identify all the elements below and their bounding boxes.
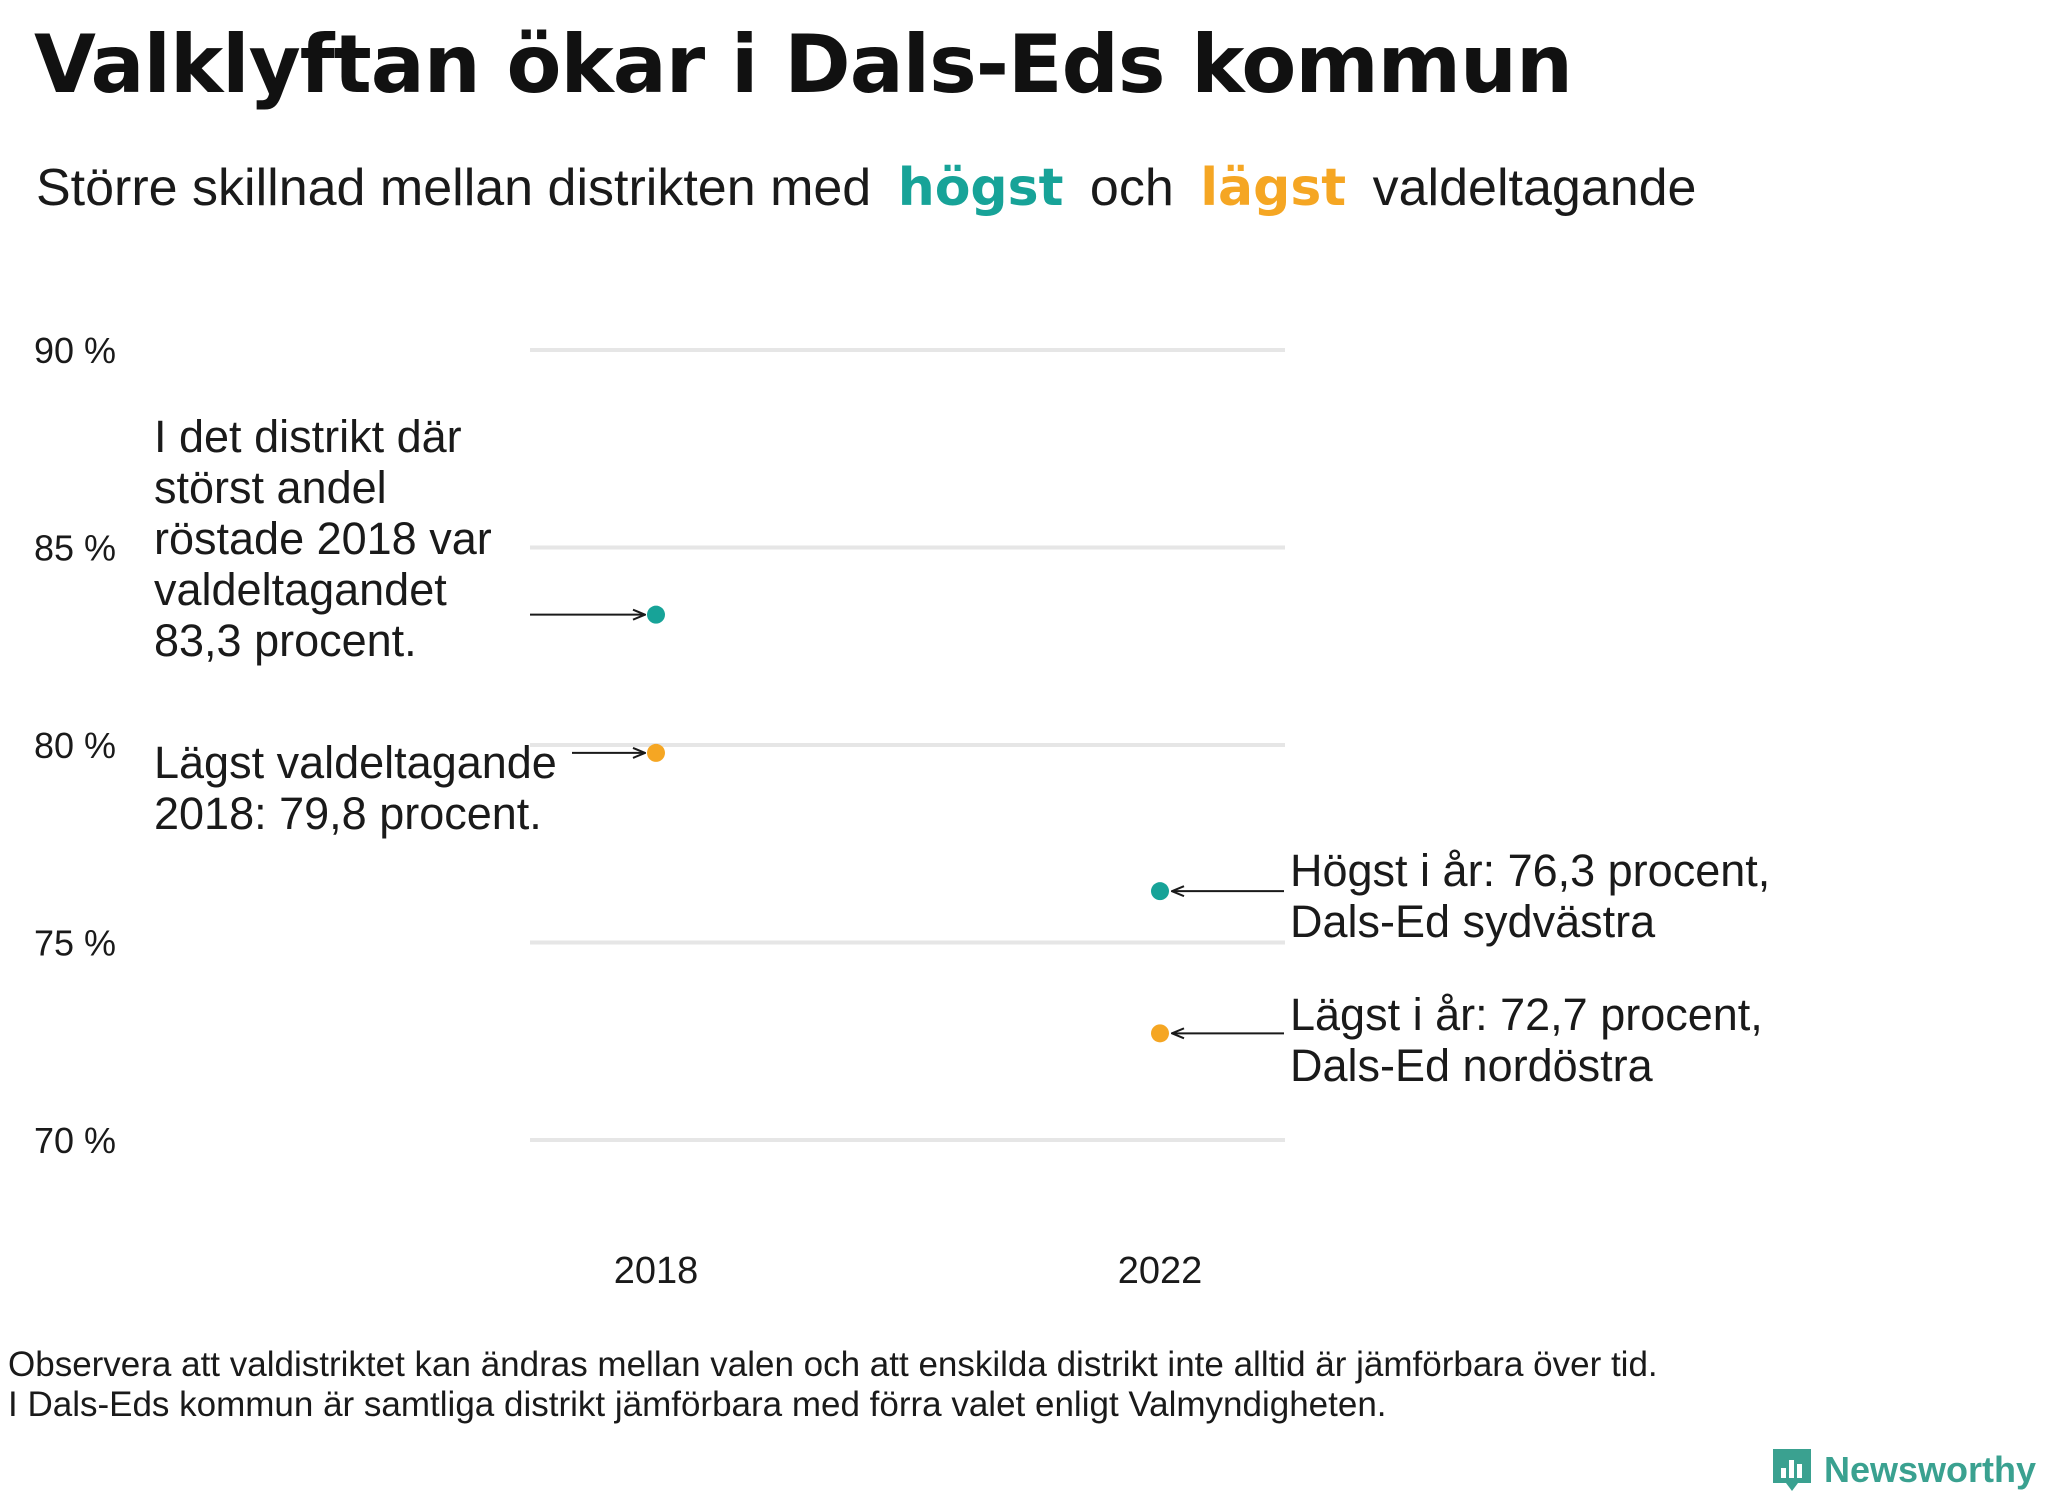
annotation-line: 83,3 procent.	[154, 615, 417, 666]
chart-subtitle: Större skillnad mellan distrikten med hö…	[36, 158, 1708, 218]
x-tick-label: 2022	[1118, 1250, 1203, 1292]
y-tick-label: 85 %	[34, 528, 116, 569]
annotation-line: Lägst valdeltagande	[154, 737, 557, 788]
y-tick-label: 70 %	[34, 1120, 116, 1161]
annotation-text: I det distrikt där störst andel röstade 20…	[154, 411, 492, 666]
subtitle-highest-word: högst	[897, 158, 1064, 218]
brand-logo: Newsworthy	[1770, 1446, 2036, 1494]
y-axis-ticks: 90 % 85 % 80 % 75 % 70 %	[34, 330, 116, 1161]
x-axis-ticks: 2018 2022	[614, 1250, 1203, 1292]
footnote: Observera att valdistriktet kan ändras m…	[8, 1345, 1658, 1425]
subtitle-text-1: Större skillnad mellan distrikten med	[36, 159, 872, 217]
subtitle-lowest-word: lägst	[1200, 158, 1347, 218]
annotation-line: störst andel	[154, 462, 387, 513]
annotation-text: Lägst i år: 72,7 procent, Dals-Ed nordöst…	[1290, 989, 1763, 1091]
y-tick-label: 80 %	[34, 725, 116, 766]
data-point	[647, 743, 665, 762]
annotation-text: Lägst valdeltagande 2018: 79,8 procent.	[154, 737, 557, 839]
annotation-line: Lägst i år: 72,7 procent,	[1290, 989, 1763, 1040]
y-tick-label: 75 %	[34, 923, 116, 964]
data-point	[1151, 882, 1169, 901]
chart-title: Valklyftan ökar i Dals-Eds kommun	[34, 18, 1573, 111]
annotation-line: valdeltagandet	[154, 564, 447, 615]
dot-chart: 90 % 85 % 80 % 75 % 70 % 2018 2022 I det dist…	[34, 330, 1770, 1292]
annotations: I det distrikt där störst andel röstade 20…	[154, 411, 1770, 1091]
grid-lines	[530, 348, 1285, 1142]
data-point	[1151, 1024, 1169, 1043]
annotation-line: Högst i år: 76,3 procent,	[1290, 845, 1770, 896]
annotation-line: I det distrikt där	[154, 411, 462, 462]
brand-name: Newsworthy	[1824, 1449, 2037, 1490]
annotation-arrows	[530, 615, 1284, 1034]
subtitle-text-2: valdeltagande	[1372, 159, 1697, 217]
annotation-line: Dals-Ed nordöstra	[1290, 1040, 1654, 1091]
annotation-line: 2018: 79,8 procent.	[154, 788, 542, 839]
data-points	[647, 605, 1169, 1043]
annotation-line: röstade 2018 var	[154, 513, 492, 564]
data-point	[647, 605, 665, 624]
footnote-line-2: I Dals-Eds kommun är samtliga distrikt j…	[8, 1385, 1387, 1424]
annotation-line: Dals-Ed sydvästra	[1290, 896, 1656, 947]
annotation-text: Högst i år: 76,3 procent, Dals-Ed sydväst…	[1290, 845, 1770, 947]
x-tick-label: 2018	[614, 1250, 699, 1292]
y-tick-label: 90 %	[34, 330, 116, 371]
newsworthy-logo-icon	[1773, 1449, 1811, 1491]
subtitle-and-word: och	[1089, 159, 1174, 217]
footnote-line-1: Observera att valdistriktet kan ändras m…	[8, 1345, 1658, 1384]
